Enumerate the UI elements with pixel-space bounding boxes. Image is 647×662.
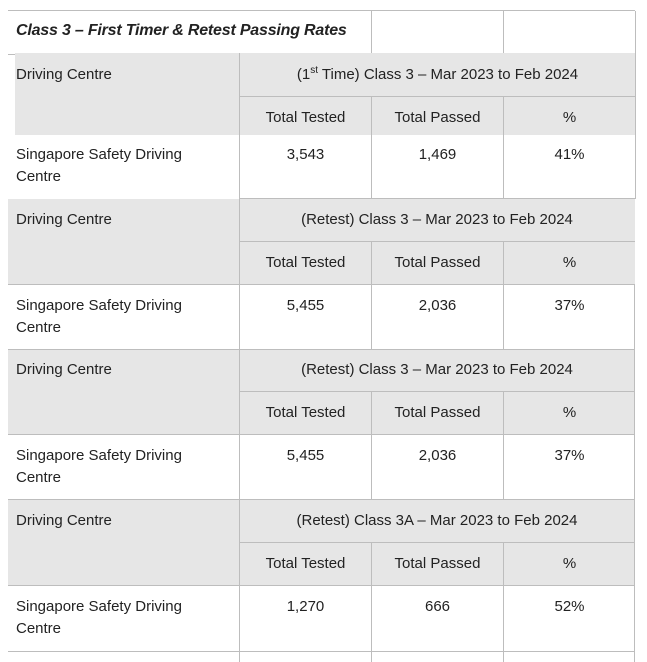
value-percent: 52%: [554, 598, 585, 615]
value-total-tested: 5,455: [286, 447, 325, 464]
value-total-tested: 3,543: [286, 146, 325, 163]
period-header: (1st Time) Class 3 – Mar 2023 to Feb 202…: [296, 65, 579, 84]
header-background: [15, 53, 635, 135]
value-total-passed: 1,469: [418, 146, 457, 163]
value-total-passed: 2,036: [418, 447, 457, 464]
column-header-total-passed: Total Passed: [394, 404, 481, 421]
value-percent: 41%: [554, 146, 585, 163]
row-centre-name: Singapore Safety Driving Centre: [16, 447, 182, 486]
column-header-total-tested: Total Tested: [265, 404, 346, 421]
value-percent: 37%: [554, 447, 585, 464]
column-header-driving-centre: Driving Centre: [16, 66, 112, 83]
row-centre-name: Singapore Safety Driving Centre: [16, 146, 182, 185]
title-divider: [371, 11, 372, 54]
value-total-passed: 2,036: [418, 297, 457, 314]
column-header-percent: %: [562, 254, 577, 271]
title-divider: [503, 11, 504, 54]
column-header-total-passed: Total Passed: [394, 254, 481, 271]
column-header-driving-centre: Driving Centre: [16, 211, 112, 228]
column-header-total-tested: Total Tested: [265, 254, 346, 271]
column-header-percent: %: [562, 109, 577, 126]
column-header-driving-centre: Driving Centre: [16, 361, 112, 378]
column-header-driving-centre: Driving Centre: [16, 512, 112, 529]
column-header-percent: %: [562, 555, 577, 572]
column-header-total-tested: Total Tested: [265, 555, 346, 572]
column-header-total-passed: Total Passed: [394, 555, 481, 572]
table-title: Class 3 – First Timer & Retest Passing R…: [16, 22, 347, 39]
period-header: (Retest) Class 3 – Mar 2023 to Feb 2024: [301, 361, 573, 378]
value-total-tested: 5,455: [286, 297, 325, 314]
row-centre-name: Singapore Safety Driving Centre: [16, 598, 182, 637]
value-percent: 37%: [554, 297, 585, 314]
table-title-row: Class 3 – First Timer & Retest Passing R…: [8, 10, 636, 55]
column-header-total-tested: Total Tested: [265, 109, 346, 126]
period-header: (Retest) Class 3A – Mar 2023 to Feb 2024: [296, 512, 578, 529]
period-header: (Retest) Class 3 – Mar 2023 to Feb 2024: [301, 211, 573, 228]
value-total-passed: 666: [424, 598, 451, 615]
title-divider: [635, 11, 636, 54]
column-header-total-passed: Total Passed: [394, 109, 481, 126]
column-header-percent: %: [562, 404, 577, 421]
value-total-tested: 1,270: [286, 598, 325, 615]
row-centre-name: Singapore Safety Driving Centre: [16, 297, 182, 336]
